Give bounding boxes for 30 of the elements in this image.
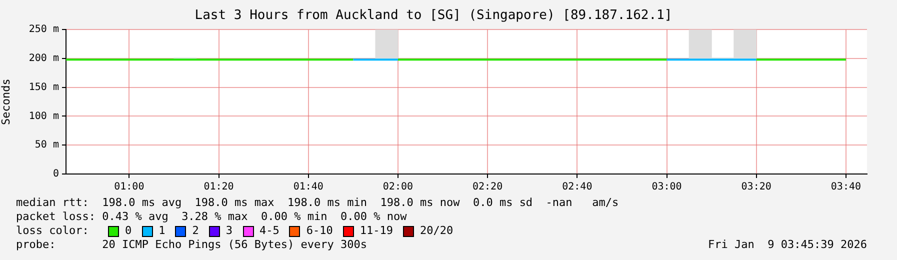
legend-label: 11-19 — [360, 224, 393, 238]
x-tick-label: 01:00 — [114, 182, 144, 193]
legend-label: 3 — [226, 224, 232, 238]
x-tick-label: 01:20 — [204, 182, 234, 193]
text: median rtt: 198.0 ms avg 198.0 ms max 198.0 ms min 198.0 ms now 0.0 ms sd -nan am/s — [16, 196, 620, 210]
y-tick-label: 100 m — [28, 110, 59, 122]
text: packet loss: 0.43 % avg 3.28 % max 0.00 % min 0.00 % now — [16, 210, 408, 224]
y-tick-label: 0 — [52, 168, 59, 180]
y-axis-title: Seconds — [0, 78, 12, 125]
x-tick-label: 02:00 — [382, 182, 414, 193]
legend-label: 4-5 — [260, 224, 280, 238]
chart-title: Last 3 Hours from Auckland to [SG] (Singapore) [89.187.162.1] — [194, 8, 672, 24]
text: probe: 20 ICMP Echo Pings (56 Bytes) every 300s — [16, 238, 367, 252]
legend-label: 1 — [158, 224, 166, 238]
x-tick-label: 02:40 — [562, 182, 592, 193]
x-tick-label: 03:00 — [652, 182, 682, 193]
x-tick-label: 03:40 — [830, 182, 862, 193]
y-tick-label: 50 m — [34, 140, 59, 151]
legend-label: 20/20 — [420, 224, 454, 238]
x-tick-label: 02:20 — [472, 182, 503, 193]
y-tick-label: 250 m — [28, 24, 59, 36]
x-tick-label: 01:40 — [293, 182, 324, 193]
text: loss color: — [16, 224, 90, 238]
legend-label: 0 — [125, 224, 132, 238]
legend-label: 2 — [192, 224, 199, 238]
x-tick-label: 03:20 — [741, 182, 772, 193]
text: Fri Jan 9 03:45:39 2026 — [708, 238, 867, 252]
y-tick-label: 150 m — [28, 82, 59, 93]
legend-label: 6-10 — [306, 224, 333, 238]
y-tick-label: 200 m — [28, 53, 59, 64]
